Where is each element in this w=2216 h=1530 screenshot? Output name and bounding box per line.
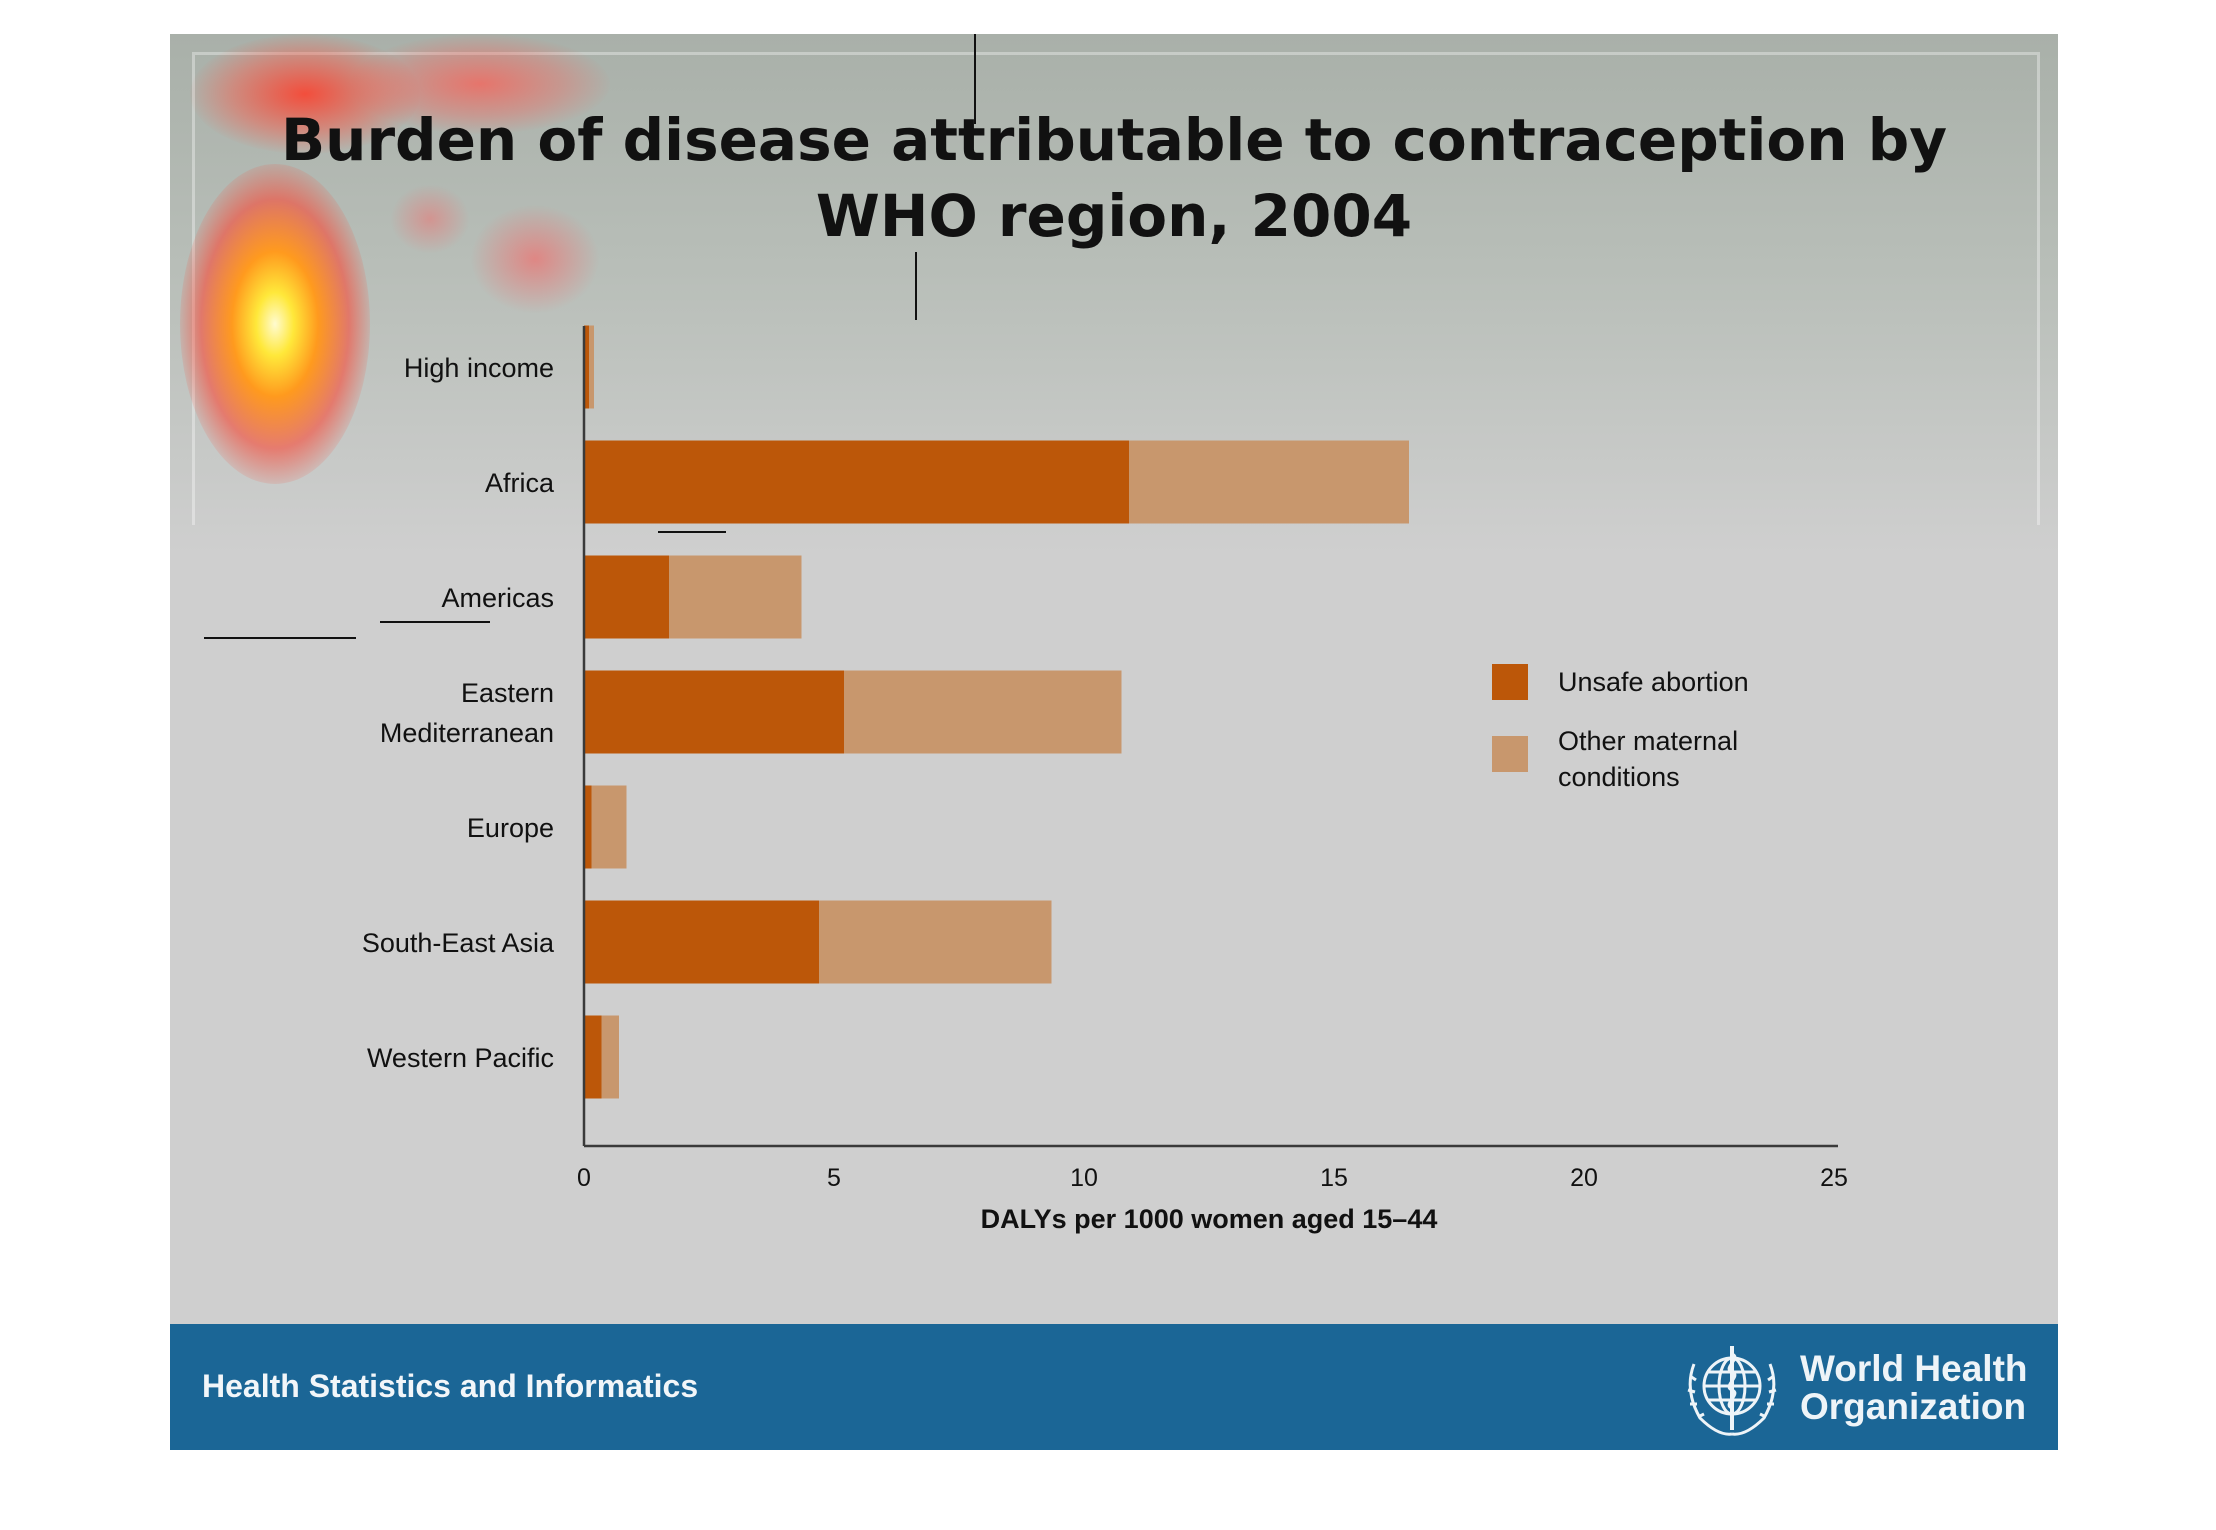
bar-unsafe-abortion [584,440,1129,524]
legend-label-line: conditions [1558,762,1680,792]
category-label: High income [404,353,554,383]
x-tick-label: 10 [1070,1164,1098,1192]
legend-label-other-maternal: Other maternal conditions [1558,726,1738,792]
who-emblem-icon [1687,1346,1777,1436]
stray-line [974,34,976,124]
slide: Burden of disease attributable to contra… [170,34,2058,1450]
heatmap-overlay [470,204,600,314]
heatmap-overlay [390,184,470,254]
legend-swatch-other-maternal [1492,736,1528,772]
bar-other-maternal [601,1015,619,1099]
category-label-line: Africa [485,468,555,498]
bar-unsafe-abortion [584,670,844,754]
legend-label-line: Other maternal [1558,726,1738,756]
chart-title: Burden of disease attributable to contra… [170,102,2058,254]
stray-line [204,637,356,639]
category-label-line: Mediterranean [380,718,554,748]
bar-other-maternal [819,900,1052,984]
bar-unsafe-abortion [584,555,669,639]
bar-unsafe-abortion [584,325,589,409]
footer-bar: Health Statistics and Informatics World … [170,1324,2058,1450]
category-label-line: Americas [441,583,554,613]
bar-other-maternal [844,670,1122,754]
category-label-line: High income [404,353,554,383]
category-label-line: Eastern [461,678,554,708]
category-label: Western Pacific [367,1043,554,1073]
legend-label-unsafe-abortion: Unsafe abortion [1558,667,1749,697]
bar-unsafe-abortion [584,1015,602,1099]
category-label-line: Europe [467,813,554,843]
category-label-line: South-East Asia [362,928,555,958]
category-label: Europe [467,813,554,843]
category-label-line: Western Pacific [367,1043,554,1073]
title-line-2: WHO region, 2004 [815,182,1413,250]
x-axis-label: DALYs per 1000 women aged 15–44 [981,1204,1438,1234]
x-tick-label: 0 [577,1164,591,1192]
category-label: Africa [485,468,555,498]
stacked-bar-chart: High income Africa Americas Eastern Mediterr… [362,325,1848,1234]
category-label: South-East Asia [362,928,555,958]
stray-line [915,252,917,320]
bar-other-maternal [669,555,802,639]
legend-swatch-unsafe-abortion [1492,664,1528,700]
category-label: Eastern Mediterranean [380,678,554,748]
x-tick-label: 20 [1570,1164,1598,1192]
bar-unsafe-abortion [584,785,592,869]
organization-name: World Health Organization [1800,1350,2028,1426]
org-name-line-2: Organization [1800,1386,2027,1427]
heatmap-overlay [350,34,610,134]
stray-line [658,531,726,533]
bar-other-maternal [1129,440,1409,524]
bar-other-maternal [589,325,594,409]
x-tick-label: 5 [827,1164,841,1192]
bar-unsafe-abortion [584,900,819,984]
heatmap-hotspot [180,164,370,484]
stray-line [380,621,490,623]
title-line-1: Burden of disease attributable to contra… [280,106,1948,174]
footer-label: Health Statistics and Informatics [202,1368,699,1404]
org-name-line-1: World Health [1800,1348,2028,1389]
x-tick-label: 25 [1820,1164,1848,1192]
category-label: Americas [441,583,554,613]
bar-other-maternal [591,785,627,869]
x-tick-label: 15 [1320,1164,1348,1192]
